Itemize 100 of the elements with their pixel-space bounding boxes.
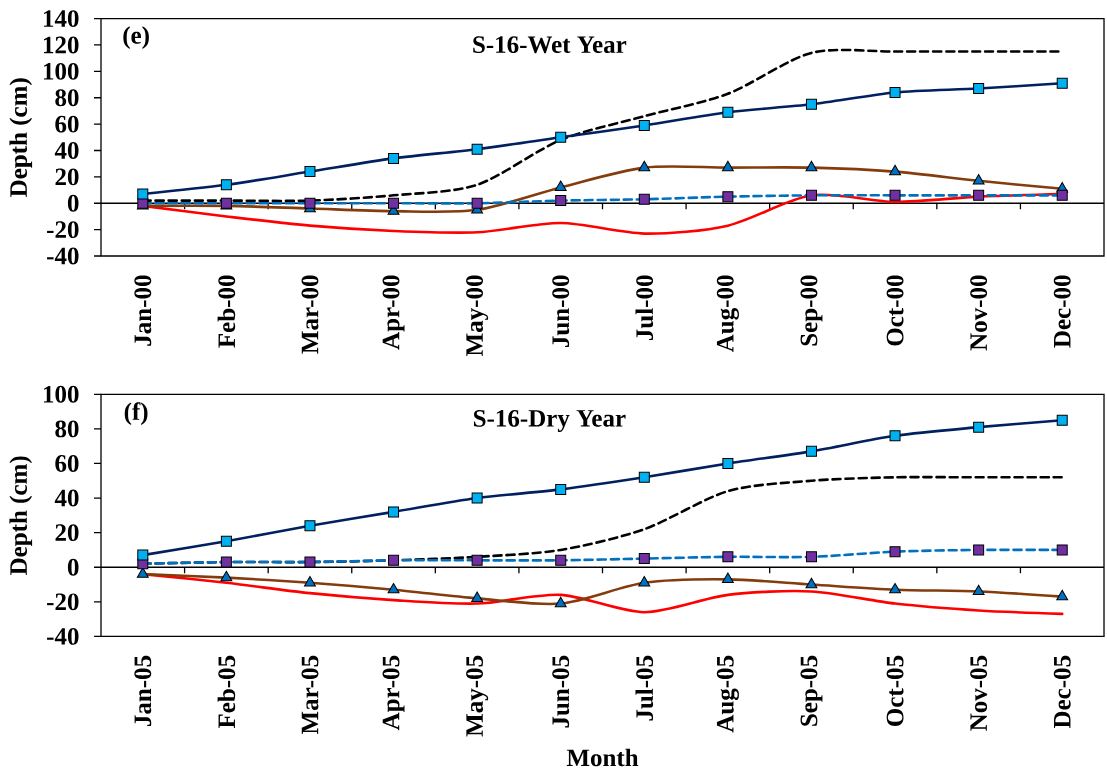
- x-tick-label: Jul-00: [635, 275, 654, 341]
- y-tick-label: 60: [55, 115, 79, 133]
- y-tick-label: 120: [43, 36, 79, 54]
- y-tick-label: 80: [55, 89, 79, 107]
- text: S-16-Dry Year: [473, 409, 626, 432]
- point: [555, 483, 567, 495]
- point: [471, 554, 483, 566]
- x-tick-label: May-05: [466, 655, 489, 737]
- text: S-16-Wet Year: [473, 36, 627, 54]
- x-tick-label: Feb-05: [217, 655, 236, 729]
- x-tick-label: Jan-00: [134, 275, 152, 346]
- y-tick-label: 40: [54, 142, 79, 159]
- point: [136, 567, 149, 578]
- point: [304, 575, 316, 587]
- point: [805, 577, 818, 589]
- y-tick-label: 0: [67, 194, 79, 212]
- point: [137, 549, 149, 561]
- point: [220, 556, 232, 568]
- point: [973, 544, 985, 556]
- point: [721, 572, 734, 583]
- x-tick-label: Jun-05: [552, 655, 570, 728]
- y-tick-label: 80: [55, 420, 79, 438]
- point: [889, 582, 902, 594]
- point: [722, 457, 734, 469]
- x-tick-label: Mar-00: [301, 275, 319, 354]
- point: [721, 160, 734, 172]
- point: [972, 174, 985, 185]
- point: [972, 584, 985, 596]
- y-axis-title: Depth (cm): [9, 456, 33, 575]
- x-tick-label: May-00: [466, 275, 489, 357]
- y-tick-label: 0: [67, 558, 79, 576]
- point: [805, 445, 817, 457]
- point: [304, 556, 316, 568]
- point: [1056, 544, 1068, 556]
- point: [722, 191, 734, 203]
- point: [388, 554, 400, 566]
- point: [1056, 189, 1068, 201]
- x-tick-label: Oct-00: [886, 275, 904, 346]
- point: [304, 197, 316, 209]
- x-tick-label: Sep-00: [800, 275, 823, 346]
- point: [1056, 589, 1069, 601]
- point: [638, 553, 650, 565]
- point: [638, 193, 650, 205]
- point: [304, 520, 316, 532]
- x-tick-label: Mar-05: [301, 655, 319, 735]
- point: [555, 554, 567, 566]
- y-tick-label: 60: [55, 455, 79, 472]
- x-tick-label: Oct-05: [886, 655, 904, 726]
- point: [973, 189, 985, 201]
- x-tick-label: Nov-05: [970, 655, 988, 731]
- annotation: (e): [123, 26, 149, 49]
- y-axis-title: Depth (cm): [9, 78, 33, 197]
- point: [1056, 77, 1068, 89]
- point: [973, 421, 985, 433]
- y-tick-label: 100: [43, 385, 79, 403]
- x-tick-label: Aug-00: [716, 275, 739, 353]
- point: [805, 189, 817, 201]
- x-tick-label: Dec-05: [1053, 655, 1071, 729]
- y-tick-label: 140: [43, 10, 79, 28]
- point: [388, 506, 400, 518]
- point: [889, 546, 901, 558]
- point: [805, 551, 817, 563]
- point: [388, 152, 400, 164]
- point: [220, 179, 232, 191]
- point: [889, 430, 901, 442]
- point: [220, 570, 233, 582]
- point: [638, 119, 650, 131]
- y-tick-label: 40: [54, 489, 79, 507]
- annotation: (f): [124, 402, 148, 426]
- point: [554, 180, 567, 192]
- point: [220, 535, 232, 547]
- point: [722, 106, 734, 118]
- point: [554, 596, 567, 608]
- x-tick-label: Apr-05: [382, 655, 405, 731]
- x-tick-label: Feb-00: [217, 275, 236, 348]
- x-tick-label: Dec-00: [1053, 275, 1071, 348]
- point: [638, 471, 650, 483]
- x-tick-label: Aug-05: [716, 655, 739, 733]
- point: [722, 551, 734, 563]
- y-tick-label: -40: [47, 247, 79, 265]
- y-tick-label: 20: [55, 524, 79, 542]
- y-tick-label: 20: [55, 168, 79, 186]
- point: [388, 197, 400, 209]
- x-tick-label: Jan-05: [134, 655, 152, 727]
- point: [304, 166, 316, 178]
- point: [638, 160, 651, 172]
- point: [471, 197, 483, 209]
- point: [137, 188, 149, 200]
- y-tick-label: -20: [47, 221, 79, 239]
- x-tick-label: Apr-00: [382, 275, 405, 350]
- point: [889, 189, 901, 201]
- point: [805, 160, 818, 172]
- point: [889, 86, 901, 98]
- y-tick-label: -40: [47, 627, 79, 645]
- point: [471, 591, 484, 602]
- point: [638, 575, 651, 587]
- x-tick-label: Jun-00: [552, 275, 570, 348]
- x-tick-label: Sep-05: [800, 655, 823, 726]
- x-axis-title: Month: [566, 748, 639, 767]
- y-tick-label: 100: [43, 62, 79, 80]
